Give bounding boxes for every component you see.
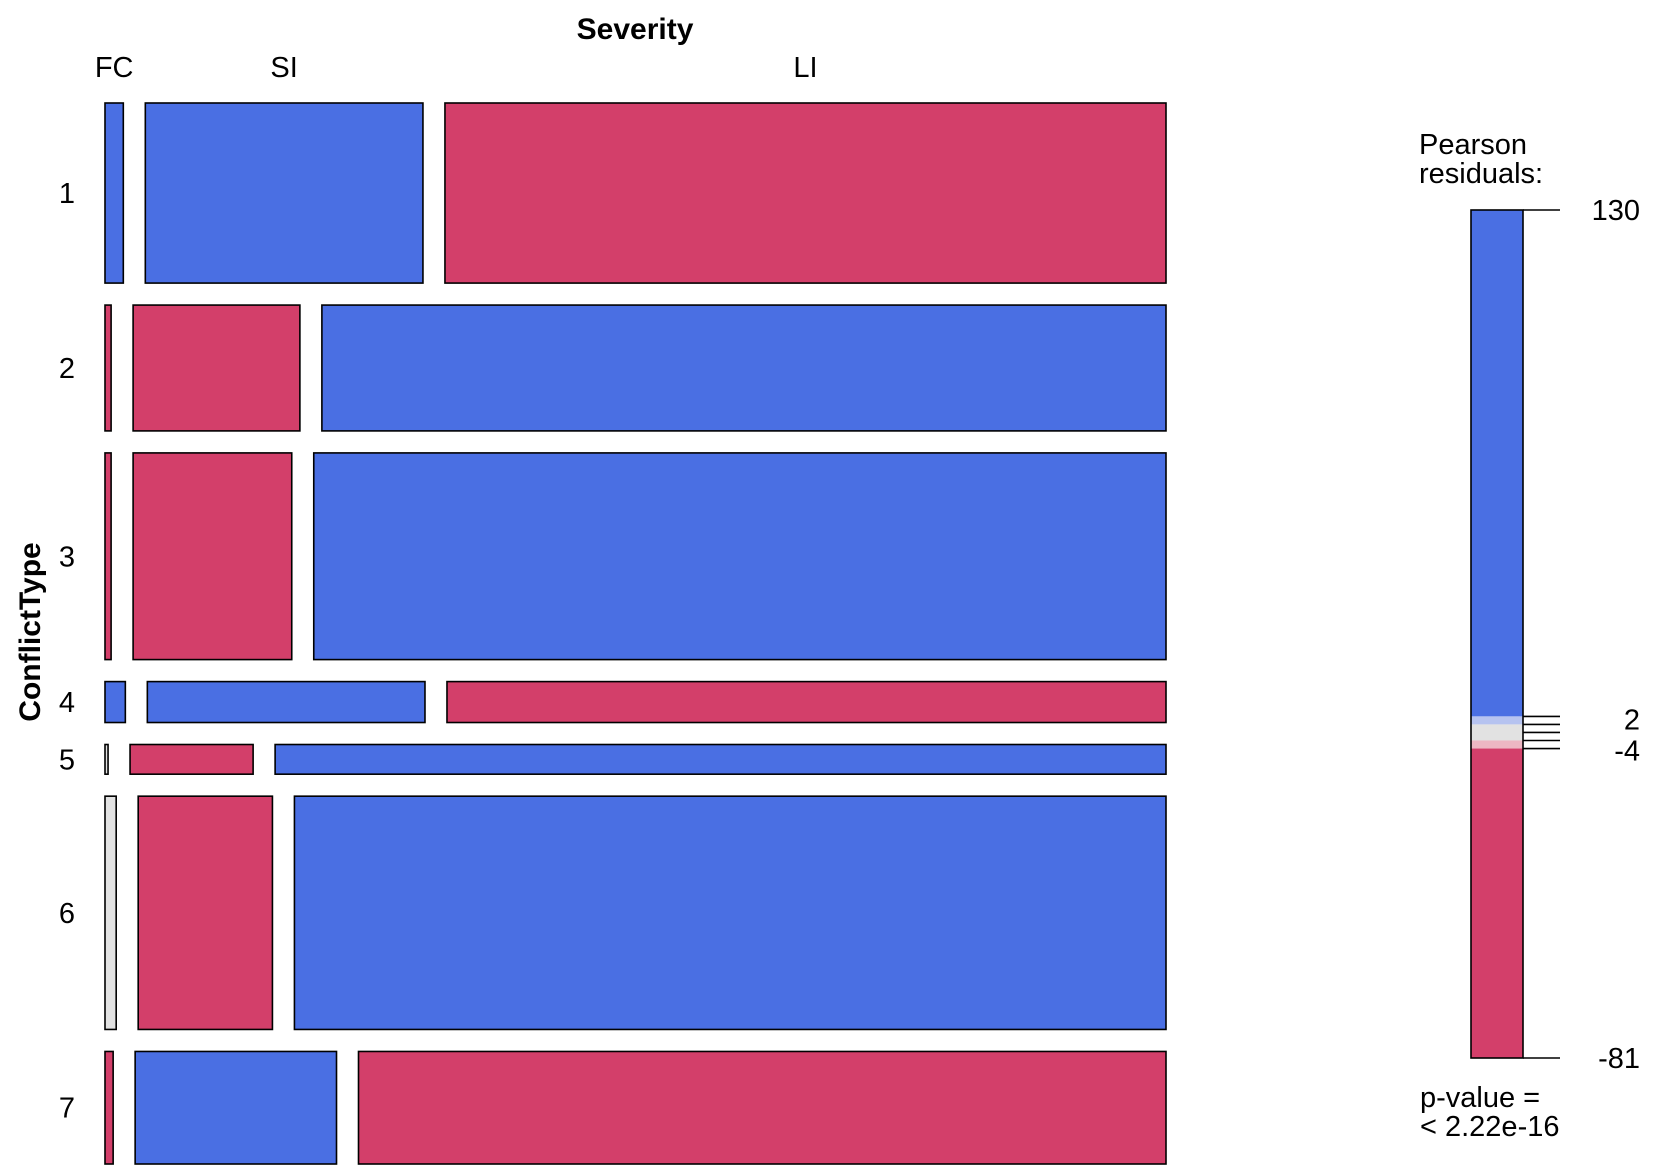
row-level-labels: 1 2 3 4 5 6 7	[59, 178, 75, 1125]
p-value-line-1: p-value =	[1420, 1082, 1540, 1114]
tile-row-5-FC	[104, 743, 109, 775]
tile-row-5-LI	[274, 743, 1167, 775]
tile-row-7-FC	[104, 1050, 114, 1165]
tile-row-3-FC	[104, 452, 112, 661]
legend-tick-label-130: 130	[1592, 195, 1640, 227]
tile-row-2-SI	[132, 304, 301, 432]
p-value-line-2: < 2.22e-16	[1420, 1111, 1559, 1143]
band-weak-negative	[1471, 740, 1523, 749]
column-label-SI: SI	[270, 52, 297, 84]
tile-row-6-LI	[293, 795, 1167, 1031]
tile-row-2-FC	[104, 304, 112, 432]
conflict-type-axis-title: ConflictType	[14, 542, 47, 721]
tile-row-6-FC	[104, 795, 117, 1031]
mosaic-tiles	[104, 102, 1167, 1165]
row-label-3: 3	[59, 541, 75, 573]
band-neutral	[1471, 724, 1523, 741]
legend-color-bar-frame	[1470, 209, 1524, 1059]
column-label-LI: LI	[793, 52, 817, 84]
severity-axis-title: Severity	[577, 13, 694, 46]
tile-row-5-SI	[129, 743, 254, 775]
tile-row-2-LI	[321, 304, 1167, 432]
legend-tick-label--4: -4	[1614, 736, 1640, 768]
band-weak-positive	[1471, 716, 1523, 725]
legend-title-line-2: residuals:	[1419, 158, 1543, 190]
tile-row-3-SI	[132, 452, 293, 661]
band-strong-negative	[1471, 748, 1523, 1058]
legend-title-line-1: Pearson	[1419, 129, 1527, 161]
row-label-1: 1	[59, 178, 75, 210]
tile-row-1-LI	[444, 102, 1167, 284]
tile-row-1-SI	[144, 102, 424, 284]
row-label-6: 6	[59, 898, 75, 930]
tile-row-4-FC	[104, 680, 127, 724]
residual-legend: Pearson residuals: 130 2-4 -81 p-value = <…	[1419, 129, 1640, 1143]
row-label-4: 4	[59, 687, 75, 719]
tile-row-7-SI	[134, 1050, 338, 1165]
column-label-FC: FC	[95, 52, 134, 84]
tile-row-7-LI	[357, 1050, 1167, 1165]
tile-row-4-LI	[446, 680, 1167, 724]
tile-row-6-SI	[137, 795, 274, 1031]
tile-row-4-SI	[146, 680, 426, 724]
legend-tick-label--81: -81	[1598, 1043, 1640, 1075]
row-label-7: 7	[59, 1093, 75, 1125]
legend-color-bands	[1471, 210, 1523, 1058]
band-strong-positive	[1471, 210, 1523, 717]
tile-row-3-LI	[312, 452, 1167, 661]
legend-ticks: 130 2-4 -81	[1523, 195, 1640, 1075]
row-label-5: 5	[59, 744, 75, 776]
tile-row-1-FC	[104, 102, 125, 284]
legend-tick-label-2: 2	[1624, 704, 1640, 736]
row-label-2: 2	[59, 353, 75, 385]
column-level-labels: FC SI LI	[95, 52, 818, 84]
